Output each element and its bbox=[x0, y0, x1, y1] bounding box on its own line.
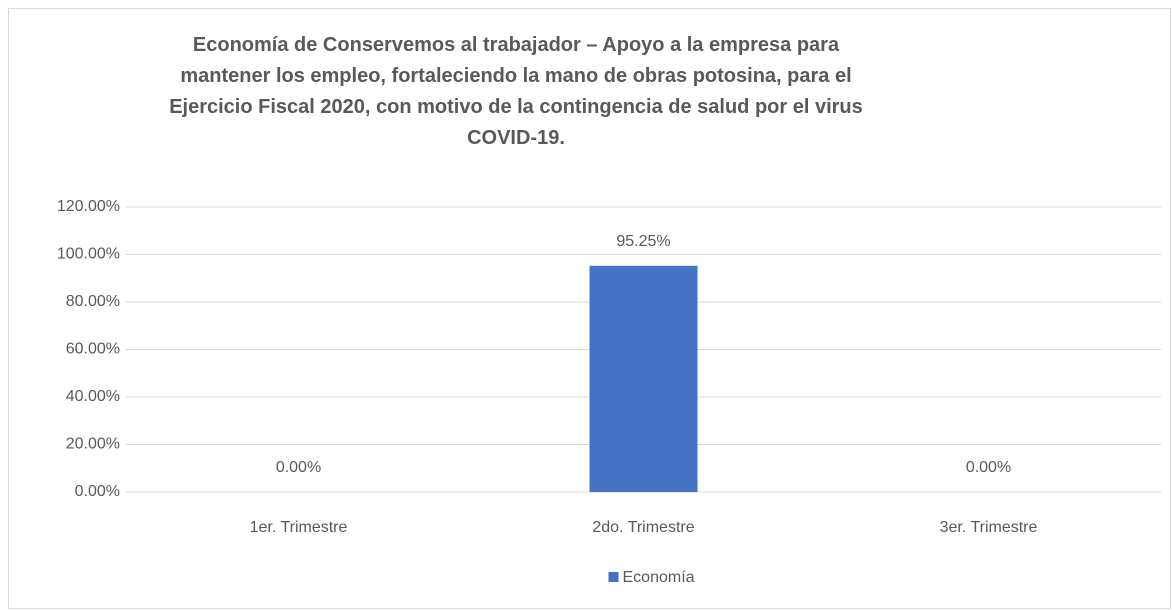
x-tick-label: 2do. Trimestre bbox=[592, 519, 694, 536]
chart-title: Economía de Conservemos al trabajador – … bbox=[169, 34, 863, 149]
y-tick-label: 60.00% bbox=[66, 341, 120, 358]
y-tick-label: 20.00% bbox=[66, 436, 120, 453]
y-tick-label: 80.00% bbox=[66, 293, 120, 310]
y-tick-label: 40.00% bbox=[66, 388, 120, 405]
data-label: 95.25% bbox=[616, 233, 670, 250]
y-tick-label: 120.00% bbox=[57, 198, 120, 215]
x-tick-label: 3er. Trimestre bbox=[940, 519, 1038, 536]
x-tick-label: 1er. Trimestre bbox=[250, 519, 348, 536]
bar bbox=[589, 265, 698, 492]
y-tick-label: 0.00% bbox=[75, 483, 120, 500]
data-label: 0.00% bbox=[276, 459, 321, 476]
data-label: 0.00% bbox=[966, 459, 1011, 476]
y-tick-label: 100.00% bbox=[57, 246, 120, 263]
legend-label: Economía bbox=[623, 569, 695, 586]
legend-swatch bbox=[608, 572, 619, 582]
